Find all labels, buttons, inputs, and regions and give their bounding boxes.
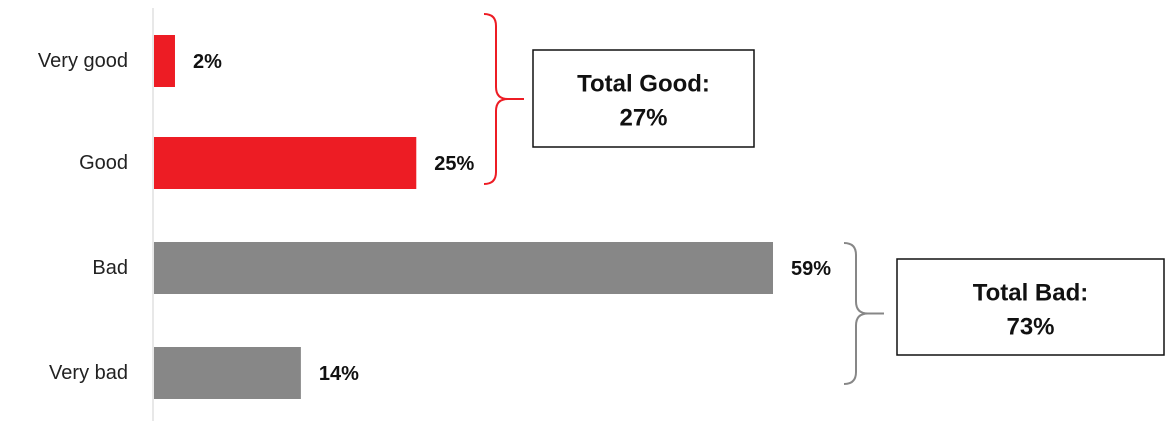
- total-good-heading: Total Good:: [577, 71, 710, 98]
- total-bad-value: 73%: [1006, 314, 1054, 341]
- total-bad-box: [896, 258, 1165, 356]
- value-label-very-good: 2%: [193, 51, 222, 73]
- bar-very-good: [154, 35, 175, 87]
- total-good-value: 27%: [619, 105, 667, 132]
- value-label-bad: 59%: [791, 258, 831, 280]
- total-good-box: [532, 49, 755, 148]
- category-label-very-good: Very good: [38, 50, 128, 72]
- annotations-layer: Total Good: 27% Total Bad: 73%: [483, 13, 1165, 385]
- value-label-good: 25%: [434, 153, 474, 175]
- labels-layer: Very good 2% Good 25% Bad 59% Very bad 14%: [38, 50, 831, 385]
- category-label-good: Good: [79, 152, 128, 174]
- category-label-very-bad: Very bad: [49, 362, 128, 384]
- bar-very-bad: [154, 347, 301, 399]
- category-label-bad: Bad: [92, 257, 128, 279]
- bracket-total-good: [483, 13, 524, 185]
- bar-bad: [154, 242, 773, 294]
- total-bad-heading: Total Bad:: [973, 280, 1089, 307]
- value-label-very-bad: 14%: [319, 363, 359, 385]
- bars-layer: [154, 35, 773, 399]
- bracket-total-bad: [843, 242, 884, 385]
- bar-good: [154, 137, 417, 189]
